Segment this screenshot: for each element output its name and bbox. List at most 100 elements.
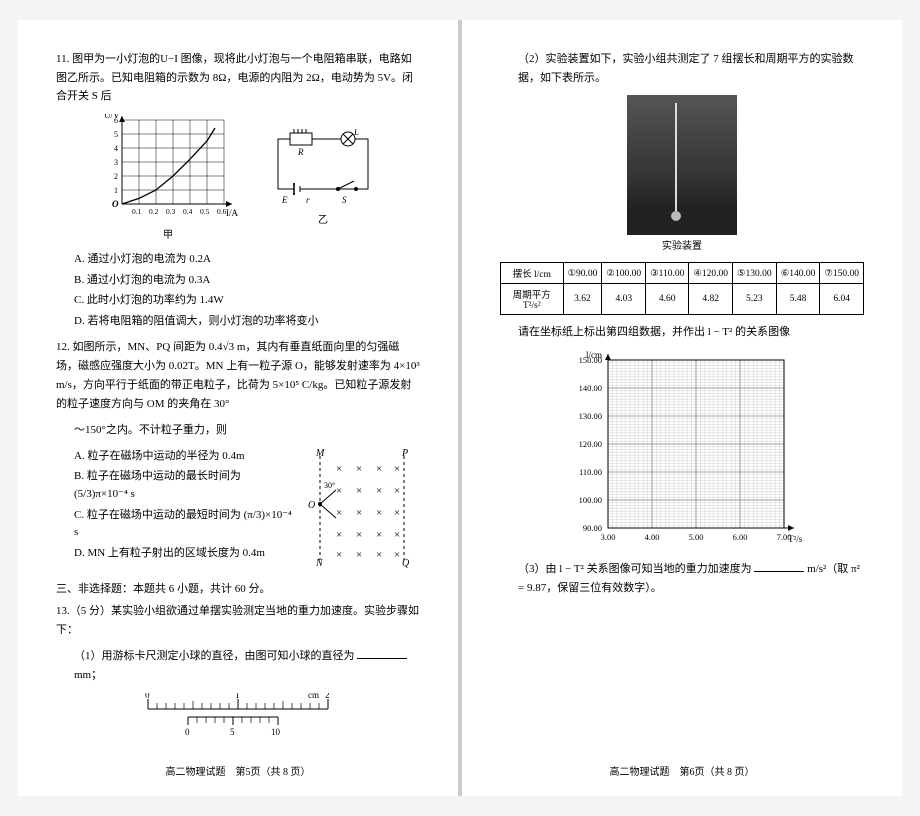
page-6-content: （2）实验装置如下，实验小组共测定了 7 组摆长和周期平方的实验数据，如下表所示… xyxy=(500,50,864,753)
page-6: （2）实验装置如下，实验小组共测定了 7 组摆长和周期平方的实验数据，如下表所示… xyxy=(462,20,902,796)
svg-text:130.00: 130.00 xyxy=(579,411,602,421)
svg-text:×: × xyxy=(336,549,342,561)
svg-text:P: P xyxy=(401,448,408,459)
q12-stem-a: 12. 如图所示，MN、PQ 间距为 0.4√3 m，其内有垂直纸面向里的匀强磁… xyxy=(56,341,420,409)
svg-text:×: × xyxy=(356,463,362,475)
q11-opt-a: A. 通过小灯泡的电流为 0.2A xyxy=(74,251,420,269)
q11-circuit-wrap: R L E r S 乙 xyxy=(268,129,378,226)
svg-text:6: 6 xyxy=(114,116,118,125)
svg-text:0.1: 0.1 xyxy=(132,207,142,216)
graph-caption: 甲 xyxy=(98,226,238,241)
svg-text:3: 3 xyxy=(114,158,118,167)
q11-opt-c: C. 此时小灯泡的功率约为 1.4W xyxy=(74,292,420,310)
c5: 5.23 xyxy=(733,284,777,315)
svg-text:3.00: 3.00 xyxy=(601,532,616,542)
q11-circuit: R L E r S xyxy=(268,129,378,209)
q11-figures: U/V I/A O 1 2 3 4 5 6 0.1 0.2 xyxy=(56,114,420,241)
svg-text:30°: 30° xyxy=(324,481,335,490)
q11-opt-b: B. 通过小灯泡的电流为 0.3A xyxy=(74,272,420,290)
svg-text:4.00: 4.00 xyxy=(645,532,660,542)
q13-sub1: （1）用游标卡尺测定小球的直径，由图可知小球的直径为 mm； xyxy=(56,647,420,684)
c3: 4.60 xyxy=(646,284,689,315)
svg-text:×: × xyxy=(356,507,362,519)
q13-sub2: （2）实验装置如下，实验小组共测定了 7 组摆长和周期平方的实验数据，如下表所示… xyxy=(500,50,864,87)
c1: 3.62 xyxy=(563,284,602,315)
svg-text:0.6: 0.6 xyxy=(217,207,227,216)
th-3: ③110.00 xyxy=(646,263,689,284)
svg-text:2: 2 xyxy=(114,172,118,181)
svg-text:N: N xyxy=(315,558,324,568)
svg-text:×: × xyxy=(394,463,400,475)
svg-text:6.00: 6.00 xyxy=(733,532,748,542)
q11-opt-d: D. 若将电阻箱的阻值调大，则小灯泡的功率将变小 xyxy=(74,313,420,331)
svg-text:×: × xyxy=(336,507,342,519)
c6: 5.48 xyxy=(776,284,820,315)
th-0: 摆长 l/cm xyxy=(501,263,564,284)
svg-text:×: × xyxy=(394,549,400,561)
svg-text:×: × xyxy=(376,529,382,541)
svg-text:5: 5 xyxy=(230,727,235,737)
svg-text:Q: Q xyxy=(402,558,410,568)
svg-text:10: 10 xyxy=(271,727,281,737)
svg-text:cm: cm xyxy=(308,693,319,700)
svg-text:150.00: 150.00 xyxy=(579,355,602,365)
table-row: 周期平方 T²/s² 3.62 4.03 4.60 4.82 5.23 5.48… xyxy=(501,284,864,315)
svg-text:L: L xyxy=(353,129,359,137)
svg-text:×: × xyxy=(394,485,400,497)
svg-text:110.00: 110.00 xyxy=(579,467,602,477)
q13-sub1-text: （1）用游标卡尺测定小球的直径，由图可知小球的直径为 xyxy=(74,650,355,662)
q12-field-figure: M N P Q O 30° ×××× ×××× ×××× ×××× xyxy=(300,448,420,568)
svg-text:O: O xyxy=(112,199,119,209)
svg-text:0: 0 xyxy=(185,727,190,737)
svg-text:×: × xyxy=(336,529,342,541)
svg-text:O: O xyxy=(308,500,315,511)
page-5-footer: 高二物理试题 第5页（共 8 页） xyxy=(56,753,420,778)
page-5: 11. 图甲为一小灯泡的U−I 图像，现将此小灯泡与一个电阻箱串联，电路如图乙所… xyxy=(18,20,458,796)
svg-text:2: 2 xyxy=(325,693,330,700)
svg-text:0.5: 0.5 xyxy=(200,207,210,216)
grid-chart-wrap: l/cm T²/s² 90.00 100.00 110.00 120.00 13… xyxy=(500,350,864,550)
svg-text:R: R xyxy=(297,147,304,157)
th-6: ⑥140.00 xyxy=(776,263,820,284)
sub3-a: （3）由 l − T² 关系图像可知当地的重力加速度为 xyxy=(518,563,752,575)
svg-text:0.3: 0.3 xyxy=(166,207,176,216)
svg-text:×: × xyxy=(376,463,382,475)
vernier-figure: 0 1 2 cm 0 5 xyxy=(56,693,420,743)
th-2: ②100.00 xyxy=(602,263,646,284)
svg-text:1: 1 xyxy=(114,186,118,195)
svg-text:90.00: 90.00 xyxy=(583,523,602,533)
svg-text:×: × xyxy=(336,463,342,475)
apparatus-photo xyxy=(627,95,737,235)
circuit-caption: 乙 xyxy=(268,211,378,226)
q13-blank-1[interactable] xyxy=(357,648,407,659)
svg-text:4: 4 xyxy=(114,144,118,153)
rl: 周期平方 T²/s² xyxy=(501,284,564,315)
q13-blank-g[interactable] xyxy=(754,561,804,572)
q11-stem: 11. 图甲为一小灯泡的U−I 图像，现将此小灯泡与一个电阻箱串联，电路如图乙所… xyxy=(56,50,420,106)
page-6-footer: 高二物理试题 第6页（共 8 页） xyxy=(500,753,864,778)
svg-text:1: 1 xyxy=(235,693,240,700)
svg-text:0.2: 0.2 xyxy=(149,207,159,216)
svg-text:M: M xyxy=(315,448,325,459)
svg-text:×: × xyxy=(356,485,362,497)
q12-stem-b: ～150°之内。不计粒子重力，则 xyxy=(56,421,420,440)
svg-text:E: E xyxy=(281,195,288,205)
page-5-content: 11. 图甲为一小灯泡的U−I 图像，现将此小灯泡与一个电阻箱串联，电路如图乙所… xyxy=(56,50,420,753)
th-5: ⑤130.00 xyxy=(733,263,777,284)
svg-text:×: × xyxy=(376,507,382,519)
svg-text:0.4: 0.4 xyxy=(183,207,193,216)
th-4: ④120.00 xyxy=(689,263,733,284)
svg-text:7.00: 7.00 xyxy=(777,532,792,542)
svg-text:r: r xyxy=(306,195,310,205)
plot-instruction: 请在坐标纸上标出第四组数据，并作出 l − T² 的关系图像 xyxy=(500,323,864,342)
svg-text:5: 5 xyxy=(114,130,118,139)
svg-text:×: × xyxy=(376,549,382,561)
q13-stem: 13.（5 分）某实验小组欲通过单摆实验测定当地的重力加速度。实验步骤如下： xyxy=(56,602,420,639)
section-3-title: 三、非选择题：本题共 6 小题，共计 60 分。 xyxy=(56,580,420,596)
svg-text:5.00: 5.00 xyxy=(689,532,704,542)
svg-text:×: × xyxy=(356,549,362,561)
c4: 4.82 xyxy=(689,284,733,315)
q13-unit: mm； xyxy=(74,669,102,681)
page-spread: 11. 图甲为一小灯泡的U−I 图像，现将此小灯泡与一个电阻箱串联，电路如图乙所… xyxy=(18,20,902,796)
th-1: ①90.00 xyxy=(563,263,602,284)
